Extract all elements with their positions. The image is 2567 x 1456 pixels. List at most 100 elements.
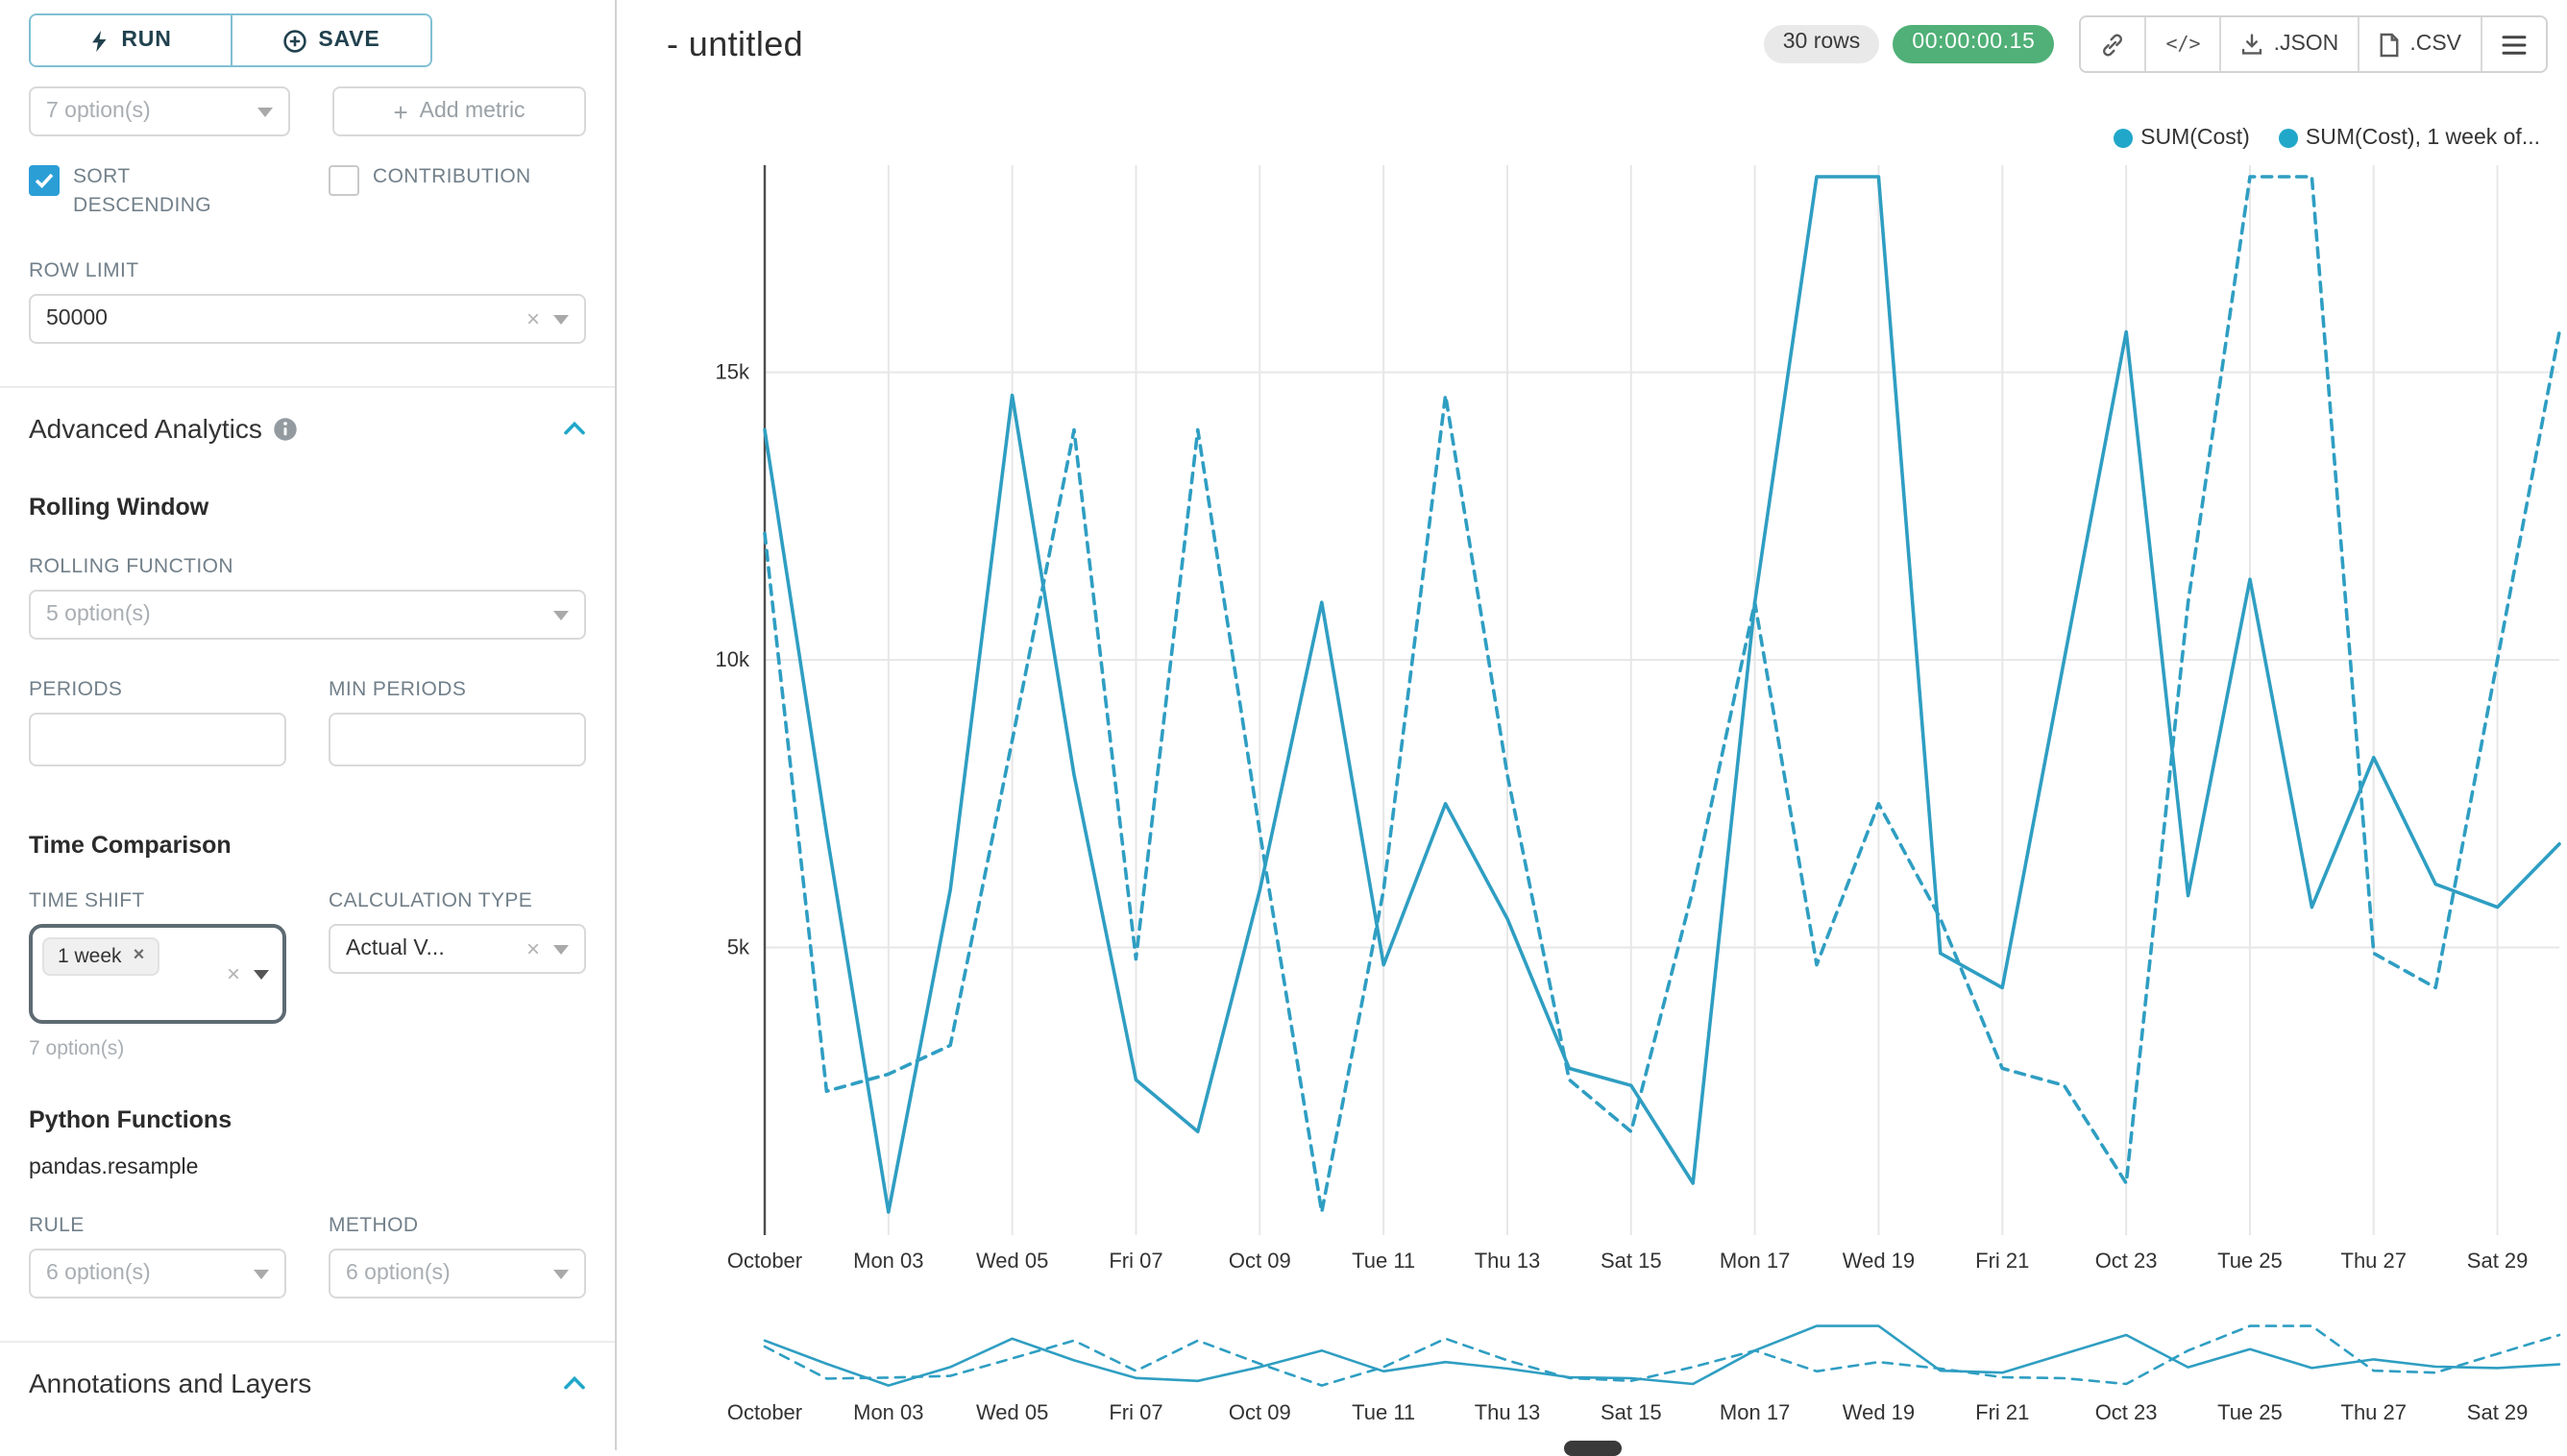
method-group: METHOD 6 option(s) — [329, 1215, 586, 1299]
checkbox-unchecked-icon[interactable] — [329, 165, 359, 196]
time-comparison-row: TIME SHIFT 1 week × × 7 option(s) CALCUL… — [29, 890, 586, 1061]
rolling-function-select[interactable]: 5 option(s) — [29, 590, 586, 641]
add-metric-label: Add metric — [419, 100, 526, 123]
method-label: METHOD — [329, 1214, 419, 1238]
plus-icon: + — [393, 97, 408, 126]
sort-descending-label: SORT DESCENDING — [73, 165, 212, 218]
rule-group: RULE 6 option(s) — [29, 1215, 286, 1299]
download-icon — [2242, 34, 2262, 55]
menu-icon — [2502, 35, 2527, 54]
save-button[interactable]: SAVE — [230, 15, 430, 65]
svg-text:Fri 21: Fri 21 — [1975, 1400, 2029, 1424]
svg-text:Sat 15: Sat 15 — [1601, 1400, 1662, 1424]
rule-label: RULE — [29, 1214, 85, 1238]
svg-text:Thu 13: Thu 13 — [1475, 1249, 1541, 1273]
svg-text:Tue 11: Tue 11 — [1352, 1400, 1415, 1424]
caret-down-icon — [254, 969, 269, 980]
svg-text:Mon 03: Mon 03 — [853, 1400, 923, 1424]
caret-down-icon — [553, 314, 569, 325]
svg-text:Mon 17: Mon 17 — [1720, 1400, 1790, 1424]
chart-legend: SUM(Cost) SUM(Cost), 1 week of... — [2114, 127, 2540, 150]
checkbox-row: SORT DESCENDING CONTRIBUTION — [29, 163, 586, 222]
periods-input[interactable] — [29, 713, 286, 767]
advanced-analytics-section-header[interactable]: Advanced Analytics — [29, 414, 586, 445]
rolling-window-title: Rolling Window — [29, 494, 209, 522]
min-periods-input[interactable] — [329, 713, 586, 767]
pane-drag-handle[interactable] — [1563, 1441, 1621, 1456]
calculation-type-select[interactable]: Actual V... × — [329, 924, 586, 975]
file-icon — [2380, 32, 2399, 57]
svg-text:Thu 27: Thu 27 — [2341, 1249, 2408, 1273]
time-shift-multiselect[interactable]: 1 week × × — [29, 924, 286, 1025]
more-options-button[interactable] — [2481, 17, 2546, 71]
info-icon[interactable] — [274, 417, 299, 442]
time-range-minimap[interactable]: October Mon 03 Wed 05 Fri 07 Oct 09 Tue 11 Thu… — [617, 1291, 2567, 1435]
checkbox-checked-icon[interactable] — [29, 165, 60, 196]
svg-text:15k: 15k — [716, 360, 750, 384]
svg-text:Fri 21: Fri 21 — [1975, 1249, 2029, 1273]
run-button[interactable]: RUN — [31, 15, 230, 65]
sort-descending-checkbox[interactable]: SORT DESCENDING — [29, 163, 286, 222]
svg-text:5k: 5k — [727, 935, 750, 959]
save-button-label: SAVE — [318, 29, 380, 52]
run-button-label: RUN — [121, 29, 172, 52]
embed-code-button[interactable]: </> — [2144, 17, 2220, 71]
svg-text:Wed 05: Wed 05 — [976, 1249, 1048, 1273]
clear-icon[interactable]: × — [526, 935, 540, 963]
python-functions-title: Python Functions — [29, 1106, 232, 1134]
svg-text:Mon 03: Mon 03 — [853, 1249, 923, 1273]
chart-header: - untitled 30 rows 00:00:00.15 </> .JSON — [667, 15, 2548, 73]
contribution-checkbox[interactable]: CONTRIBUTION — [329, 163, 586, 222]
chart-header-actions: 30 rows 00:00:00.15 </> .JSON . — [1763, 15, 2548, 73]
min-periods-group: MIN PERIODS — [329, 679, 586, 767]
bolt-icon — [92, 30, 107, 51]
time-shift-tag: 1 week × — [42, 937, 160, 977]
periods-group: PERIODS — [29, 679, 286, 767]
chevron-up-icon[interactable] — [563, 422, 586, 437]
svg-text:October: October — [727, 1249, 802, 1273]
periods-label: PERIODS — [29, 678, 123, 702]
svg-text:Wed 19: Wed 19 — [1843, 1400, 1915, 1424]
svg-text:Thu 27: Thu 27 — [2341, 1400, 2408, 1424]
export-csv-button[interactable]: .CSV — [2358, 17, 2481, 71]
rolling-function-placeholder: 5 option(s) — [46, 603, 151, 627]
add-metric-button[interactable]: + Add metric — [332, 86, 586, 136]
chart-title: - untitled — [667, 24, 804, 62]
legend-label: SUM(Cost) — [2140, 127, 2250, 150]
row-limit-label: ROW LIMIT — [29, 259, 139, 283]
metrics-select[interactable]: 7 option(s) — [29, 86, 290, 136]
row-limit-select[interactable]: 50000 × — [29, 294, 586, 345]
legend-label: SUM(Cost), 1 week of... — [2305, 127, 2540, 150]
export-button-group: </> .JSON .CSV — [2079, 15, 2548, 73]
svg-text:Sat 29: Sat 29 — [2467, 1400, 2529, 1424]
export-json-button[interactable]: .JSON — [2219, 17, 2359, 71]
copy-link-button[interactable] — [2081, 17, 2145, 71]
rule-select[interactable]: 6 option(s) — [29, 1249, 286, 1299]
clear-icon[interactable]: × — [526, 305, 540, 333]
method-select[interactable]: 6 option(s) — [329, 1249, 586, 1299]
rolling-function-group: ROLLING FUNCTION 5 option(s) — [29, 556, 586, 641]
svg-text:Wed 05: Wed 05 — [976, 1400, 1048, 1424]
legend-item-sum-cost[interactable]: SUM(Cost) — [2114, 127, 2250, 150]
svg-text:Tue 25: Tue 25 — [2217, 1249, 2283, 1273]
run-save-button-group: RUN SAVE — [29, 13, 432, 67]
export-json-label: .JSON — [2273, 33, 2339, 56]
rule-placeholder: 6 option(s) — [46, 1262, 151, 1286]
clear-icon[interactable]: × — [226, 960, 240, 988]
calculation-type-value: Actual V... — [346, 937, 445, 961]
time-shift-group: TIME SHIFT 1 week × × 7 option(s) — [29, 890, 286, 1061]
svg-text:Fri 07: Fri 07 — [1109, 1400, 1162, 1424]
svg-text:Thu 13: Thu 13 — [1475, 1400, 1541, 1424]
svg-text:Mon 17: Mon 17 — [1720, 1249, 1790, 1273]
chevron-up-icon[interactable] — [563, 1376, 586, 1392]
tag-close-icon[interactable]: × — [133, 945, 145, 967]
legend-item-sum-cost-offset[interactable]: SUM(Cost), 1 week of... — [2278, 127, 2540, 150]
annotations-section-header[interactable]: Annotations and Layers — [29, 1369, 586, 1399]
row-limit-value: 50000 — [46, 307, 108, 331]
divider — [0, 1341, 615, 1344]
rule-method-row: RULE 6 option(s) METHOD 6 option(s) — [29, 1215, 586, 1299]
svg-text:Tue 25: Tue 25 — [2217, 1400, 2283, 1424]
caret-down-icon — [254, 1269, 269, 1279]
annotations-title: Annotations and Layers — [29, 1368, 312, 1399]
